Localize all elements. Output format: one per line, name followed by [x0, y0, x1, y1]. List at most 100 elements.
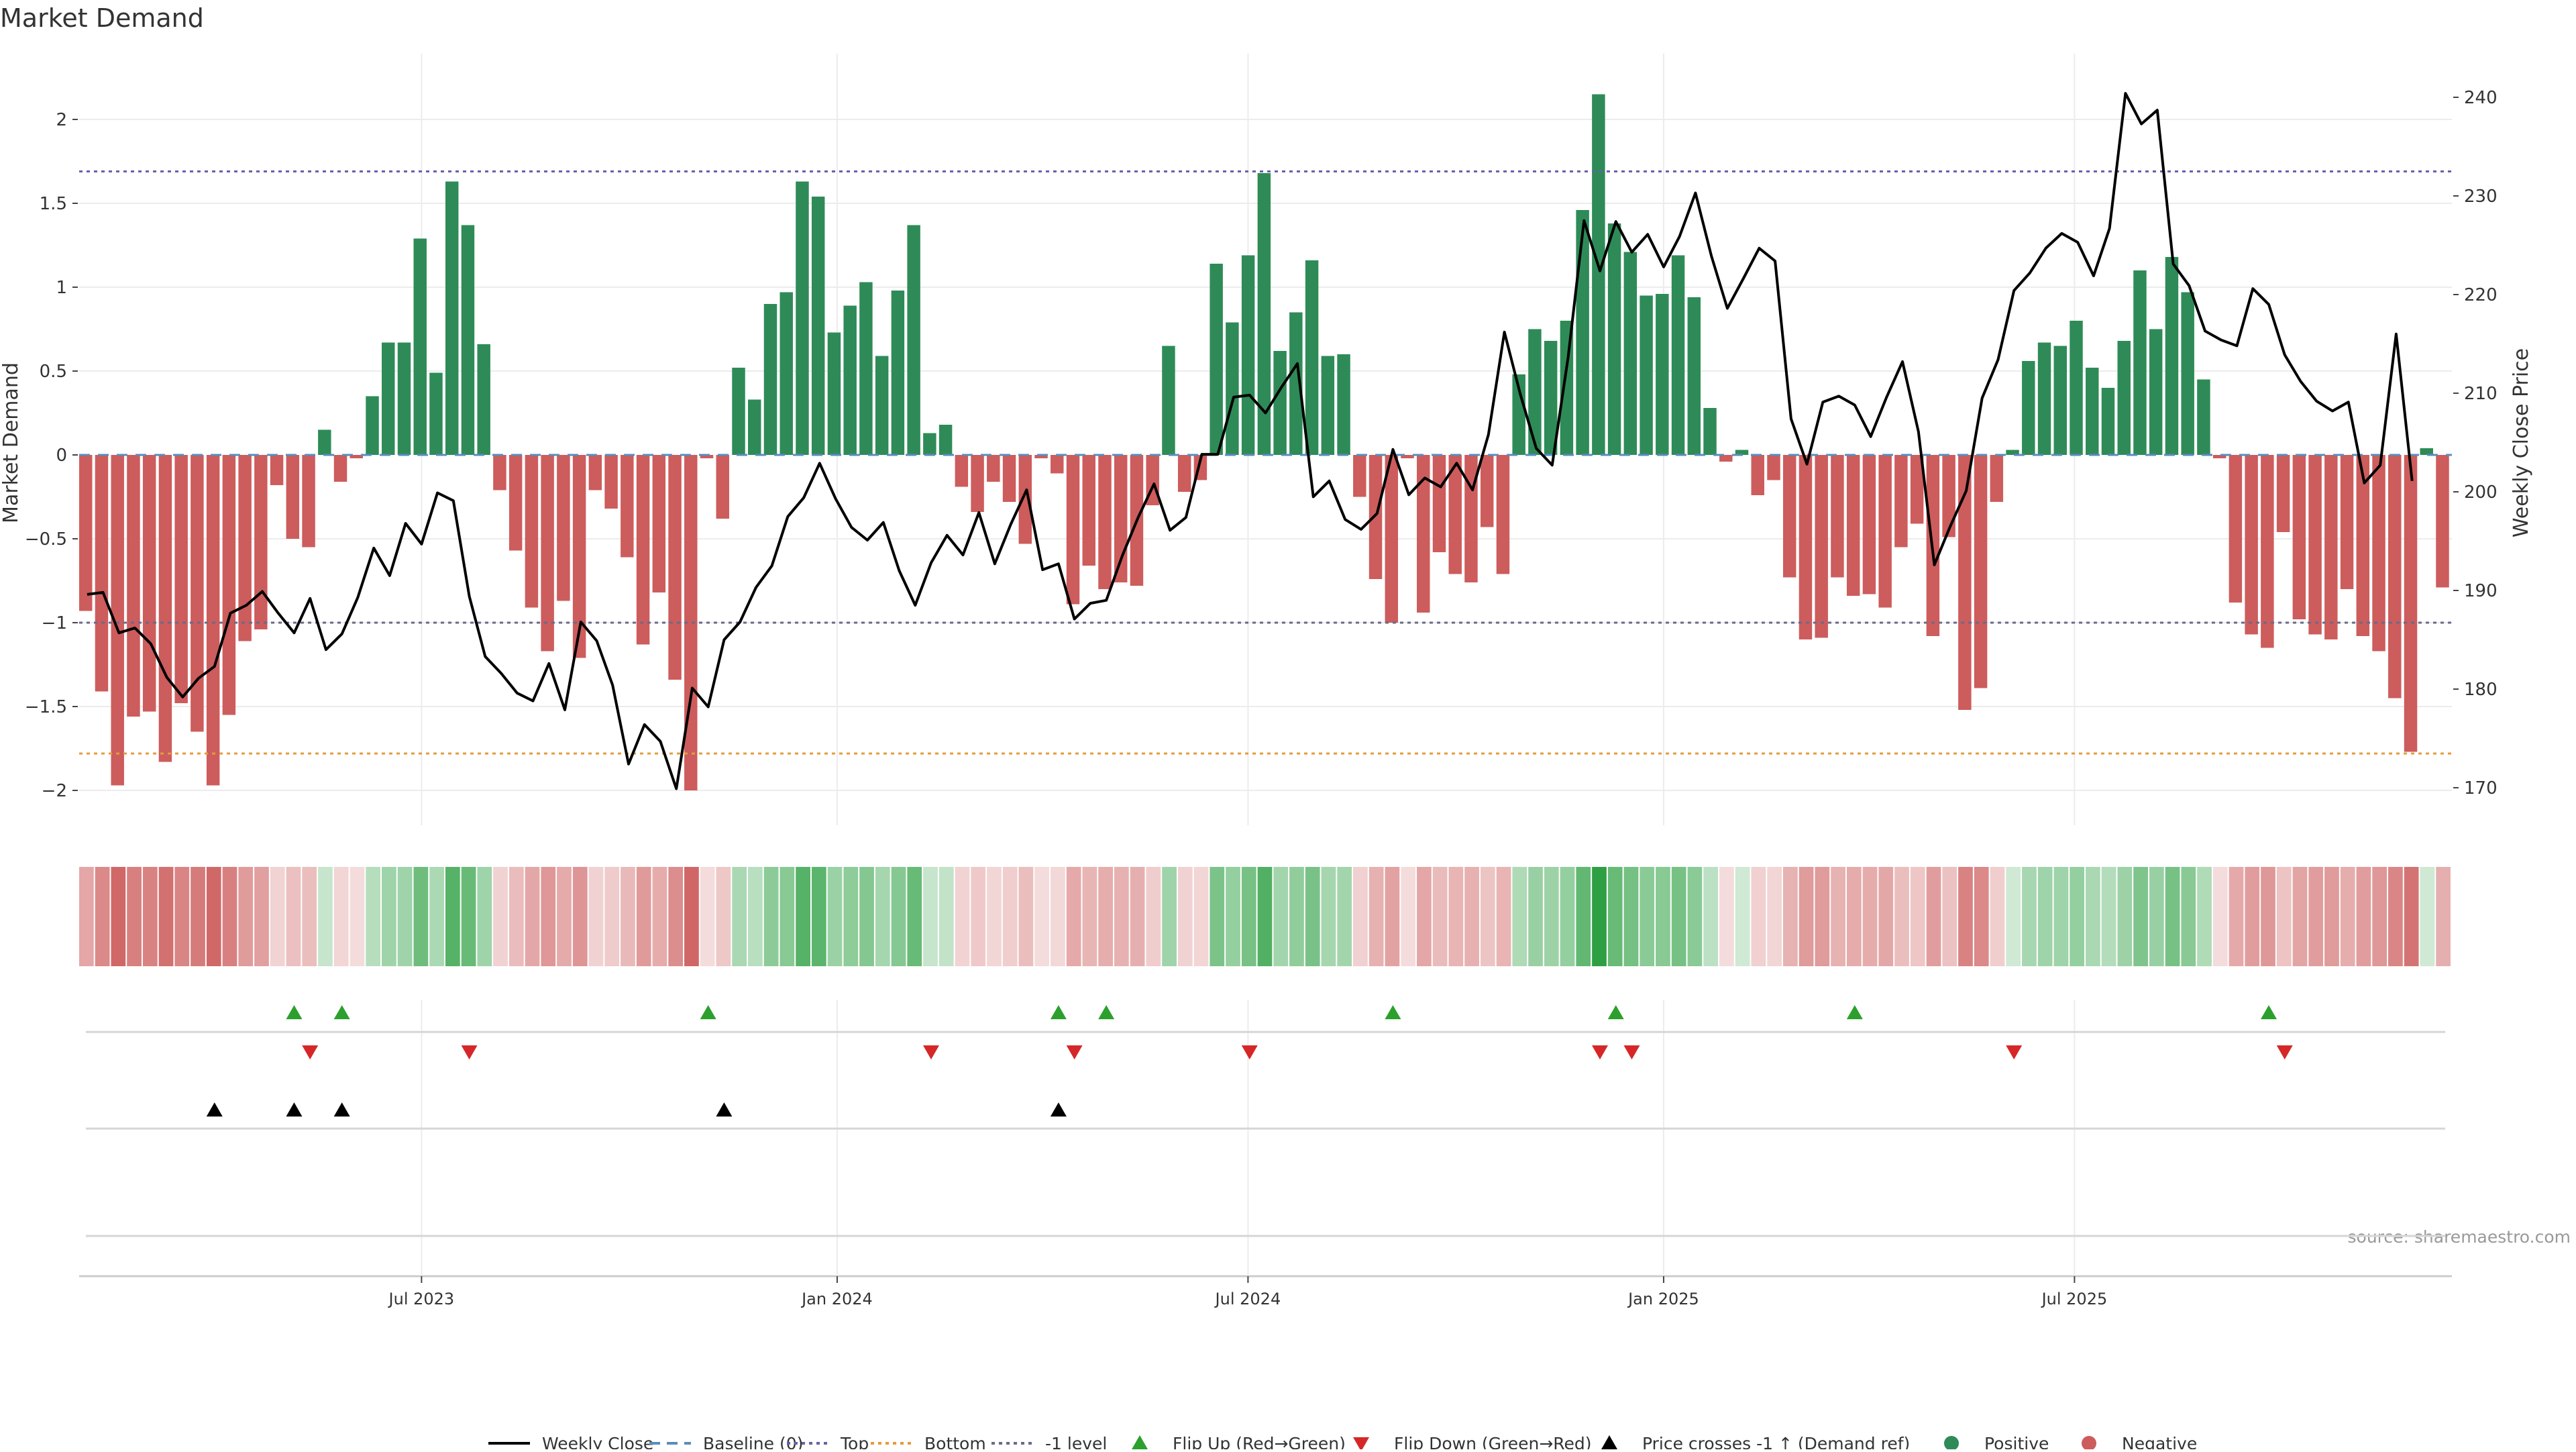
demand-bar	[429, 372, 443, 455]
heat-cell	[684, 867, 699, 966]
heat-cell	[2117, 867, 2133, 966]
flip-up-marker	[1385, 1005, 1401, 1019]
demand-bar	[191, 455, 204, 732]
flip-down-marker	[1623, 1045, 1640, 1059]
event-markers	[206, 1005, 2293, 1117]
heat-cell	[382, 867, 396, 966]
demand-bar	[2133, 270, 2147, 455]
legend-tri-up-key	[1132, 1435, 1148, 1449]
heat-cell	[2356, 867, 2371, 966]
heat-cell	[1560, 867, 1575, 966]
heat-cell	[2308, 867, 2324, 966]
y-tick-label-left: 1	[56, 278, 67, 298]
heat-cell	[1990, 867, 2005, 966]
heat-cell	[1337, 867, 1352, 966]
heat-cell	[2006, 867, 2021, 966]
y-tick-label-right: 220	[2464, 285, 2498, 305]
heat-cell	[2086, 867, 2100, 966]
heat-cell	[875, 867, 890, 966]
demand-bar	[1305, 260, 1319, 455]
heat-cell	[1162, 867, 1177, 966]
heat-cell	[541, 867, 556, 966]
demand-bar	[2261, 455, 2274, 648]
y-tick-label-right: 230	[2464, 187, 2498, 207]
heat-cell	[796, 867, 810, 966]
heat-cell	[2070, 867, 2085, 966]
heat-cell	[2324, 867, 2339, 966]
heat-cell	[350, 867, 365, 966]
heat-cell	[2436, 867, 2451, 966]
flip-down-marker	[1066, 1045, 1083, 1059]
heat-cell	[1034, 867, 1050, 966]
demand-bar	[413, 238, 427, 455]
demand-bar	[1974, 455, 1988, 688]
heat-cell	[2388, 867, 2403, 966]
demand-bar	[1448, 455, 1462, 574]
heat-cell	[79, 867, 94, 966]
price-cross-marker	[333, 1102, 350, 1117]
demand-bar	[1066, 455, 1080, 605]
demand-bar	[1607, 223, 1621, 455]
demand-bar	[2149, 329, 2163, 455]
x-tick-label: Jan 2024	[800, 1290, 873, 1308]
demand-bar	[2117, 341, 2131, 455]
demand-bar	[1831, 455, 1844, 578]
heat-cell	[1974, 867, 1989, 966]
heat-cell	[923, 867, 938, 966]
y-tick-label-left: 2	[56, 110, 67, 130]
demand-bar	[2181, 292, 2194, 455]
heat-cell	[413, 867, 429, 966]
heat-cell	[2197, 867, 2212, 966]
demand-bar	[158, 455, 172, 762]
legend-label: Top	[840, 1434, 869, 1449]
demand-bar	[2086, 368, 2099, 455]
demand-bar	[1018, 455, 1032, 544]
demand-bar	[1623, 252, 1638, 455]
heat-cell	[1544, 867, 1559, 966]
demand-bar	[318, 429, 331, 455]
heat-cell	[621, 867, 635, 966]
demand-bar	[238, 455, 252, 641]
heat-cell	[142, 867, 158, 966]
heat-cell	[222, 867, 237, 966]
demand-bar	[477, 344, 490, 455]
x-tick-label: Jul 2024	[1214, 1290, 1281, 1308]
demand-bar	[222, 455, 236, 715]
demand-bar	[1257, 173, 1271, 455]
y-tick-label-right: 240	[2464, 88, 2498, 108]
demand-bar	[1719, 455, 1733, 462]
x-tick-label: Jul 2025	[2041, 1290, 2108, 1308]
heat-cell	[1210, 867, 1225, 966]
heat-cell	[1656, 867, 1670, 966]
price-cross-marker	[716, 1102, 733, 1117]
heat-cell	[254, 867, 269, 966]
heat-cell	[2037, 867, 2053, 966]
heat-cell	[397, 867, 413, 966]
demand-bar	[1273, 351, 1287, 455]
demand-bar	[2420, 448, 2433, 455]
heat-cell	[95, 867, 110, 966]
heat-cell	[748, 867, 763, 966]
heat-cell	[843, 867, 859, 966]
heat-cell	[333, 867, 349, 966]
heat-cell	[1607, 867, 1623, 966]
heat-cell	[1799, 867, 1814, 966]
heat-cell	[859, 867, 874, 966]
demand-bar	[1767, 455, 1780, 480]
y-tick-label-right: 190	[2464, 581, 2498, 601]
heat-cell	[1464, 867, 1479, 966]
heat-cell	[1496, 867, 1511, 966]
demand-bar	[1401, 455, 1414, 458]
y-tick-label-left: −0.5	[25, 529, 67, 550]
demand-bar	[1002, 455, 1016, 502]
heat-cell	[588, 867, 604, 966]
x-axis: Jul 2023 Jan 2024 Jul 2024 Jan 2025 Jul 2025	[79, 1275, 2452, 1308]
demand-bar	[111, 455, 124, 786]
demand-bar	[572, 455, 586, 658]
demand-bar	[588, 455, 602, 490]
demand-bar	[891, 291, 905, 455]
demand-bar	[270, 455, 284, 485]
demand-bar	[907, 225, 920, 455]
y-tick-label-right: 170	[2464, 778, 2498, 798]
